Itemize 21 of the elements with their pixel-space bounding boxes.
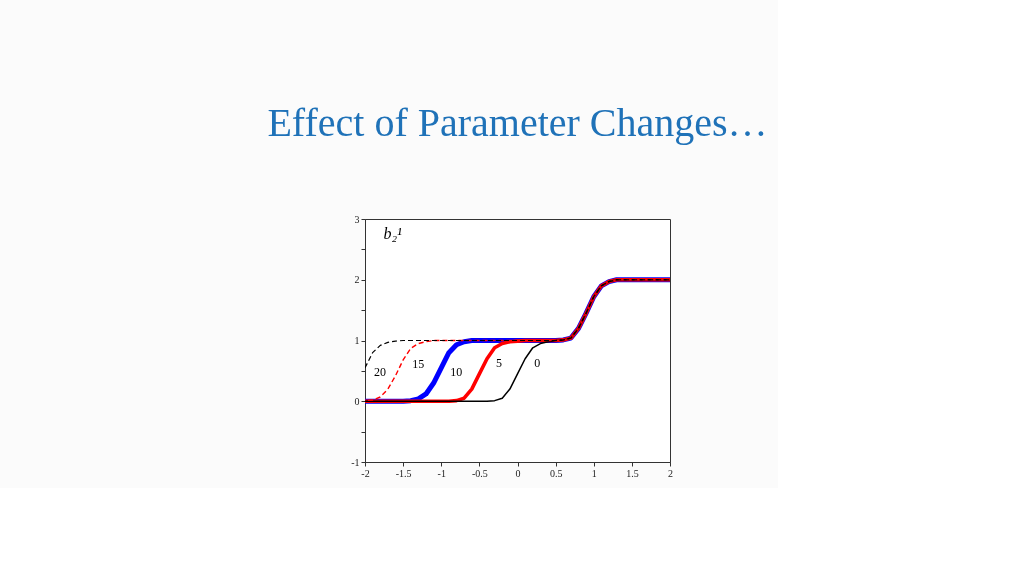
x-tick-label: -2 [361, 467, 370, 479]
chart-title: Effect of Parameter Changes… [267, 100, 768, 145]
y-tick-label: -1 [351, 456, 360, 468]
series-label: 20 [374, 364, 386, 379]
x-tick-label: -1 [437, 467, 446, 479]
x-tick-label: -0.5 [471, 467, 488, 479]
series-label: 15 [412, 356, 425, 371]
y-tick-label: 3 [354, 213, 360, 225]
y-tick-label: 2 [354, 274, 360, 286]
series-label: 10 [450, 364, 463, 379]
x-tick-label: -1.5 [395, 467, 412, 479]
y-axis-title: b₂¹ [383, 224, 403, 242]
x-tick-label: 0 [515, 467, 521, 479]
x-tick-label: 2 [668, 467, 673, 479]
y-tick-label: 1 [354, 335, 360, 346]
x-tick-label: 0.5 [549, 467, 563, 479]
y-tick-label: 0 [354, 395, 360, 407]
series-label: 0 [534, 355, 541, 370]
x-tick-label: 1 [591, 467, 597, 479]
series-label: 5 [496, 355, 502, 370]
x-tick-label: 1.5 [626, 467, 639, 479]
